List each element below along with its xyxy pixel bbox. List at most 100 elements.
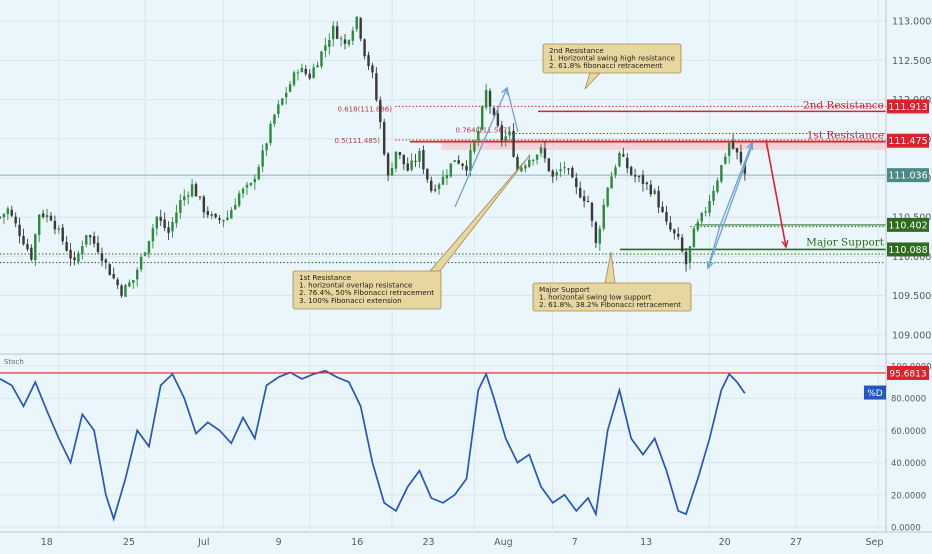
candle-body	[590, 202, 594, 221]
candle-body	[700, 212, 703, 222]
price-tag-box	[887, 168, 929, 183]
candle-body	[500, 125, 504, 141]
time-tick-label: 13	[640, 537, 652, 548]
candle-body	[281, 98, 284, 105]
stoch-tag-label: 95.6813	[889, 369, 926, 379]
stoch-d-tag: %D	[864, 385, 886, 400]
candle-body	[375, 73, 378, 100]
candle-body	[175, 212, 178, 224]
candle-body	[85, 235, 88, 245]
candle-body	[645, 182, 649, 185]
price-tag-box	[887, 242, 929, 257]
price-tag: 111.475	[887, 133, 929, 148]
price-tag-label: 110.402	[888, 220, 927, 231]
candle-body	[418, 150, 421, 162]
candle-body	[688, 246, 692, 263]
time-tick-label: 23	[422, 537, 434, 548]
candle-body	[339, 38, 343, 40]
candle-body	[14, 216, 17, 224]
candle-body	[398, 152, 402, 155]
red-forecast-arrow-head	[781, 240, 789, 249]
price-tag-box	[887, 133, 929, 148]
candle-body	[359, 18, 362, 39]
candle-body	[159, 216, 162, 221]
candle-body	[316, 65, 319, 68]
candle-body	[0, 216, 2, 218]
candle-body	[49, 215, 53, 221]
candle-body	[128, 282, 131, 287]
candle-body	[382, 122, 386, 155]
candle-body	[371, 65, 374, 73]
candle-body	[578, 187, 582, 198]
fib-label: 0.764(111.567)	[456, 127, 511, 135]
candle-body	[508, 131, 511, 136]
candle-body	[716, 180, 719, 192]
stoch-tick-label: 40.0000	[891, 459, 926, 469]
candle-body	[234, 204, 237, 210]
red-forecast-arrow	[765, 139, 787, 248]
blue-swing-arrow-2b	[719, 142, 753, 227]
candle-body	[273, 114, 276, 124]
stoch-title: Stoch	[4, 358, 24, 366]
candle-body	[567, 168, 570, 170]
candle-body	[551, 170, 554, 177]
candle-body	[241, 188, 245, 194]
candle-body	[480, 106, 484, 130]
candle-body	[606, 187, 609, 207]
candle-body	[547, 158, 551, 172]
candle-body	[379, 100, 382, 122]
trend-arrows	[454, 86, 789, 270]
price-tag-label: 111.913	[888, 102, 927, 113]
candle-body	[622, 154, 625, 157]
candle-body	[288, 84, 292, 92]
note-text-line: 1. Horizontal swing high resistance	[549, 54, 676, 63]
candle-body	[210, 214, 213, 217]
candle-body	[582, 196, 586, 202]
note-text-line: Major Support	[539, 285, 590, 294]
note-box	[542, 43, 682, 74]
note-text-line: 2nd Resistance	[549, 46, 604, 55]
time-tick-label: 7	[572, 537, 578, 548]
candle-body	[237, 193, 241, 206]
candle-body	[708, 200, 711, 213]
price-tag: 110.088	[887, 242, 929, 257]
candle-body	[10, 209, 13, 216]
candle-body	[41, 213, 45, 218]
candle-body	[296, 72, 300, 74]
blue-swing-arrow-1b	[506, 87, 519, 133]
note-box	[292, 270, 442, 310]
candle-body	[108, 264, 111, 276]
candle-body	[22, 236, 25, 245]
candle-body	[363, 39, 366, 57]
candle-body	[437, 184, 441, 190]
candle-body	[680, 237, 684, 252]
note-text-line: 1. horizontal overlap resistance	[299, 281, 413, 290]
candle-body	[179, 200, 182, 213]
candle-body	[629, 166, 633, 175]
candle-body	[292, 72, 296, 85]
candle-body	[261, 150, 264, 167]
candle-body	[135, 269, 139, 280]
candle-body	[332, 25, 335, 40]
candle-body	[696, 222, 700, 230]
candle-body	[284, 92, 288, 98]
candle-body	[414, 160, 417, 162]
time-tick-label: Sep	[866, 537, 884, 548]
candle-body	[186, 195, 190, 197]
candle-body	[116, 279, 119, 286]
price-tag-label: 110.088	[888, 245, 927, 256]
candle-body	[155, 216, 159, 229]
stoch-pane	[0, 369, 886, 522]
candle-body	[34, 234, 37, 260]
candle-body	[461, 163, 464, 166]
candle-body	[563, 167, 566, 169]
time-tick-label: Aug	[494, 537, 513, 548]
candle-body	[465, 165, 468, 171]
time-tick-label: 16	[351, 537, 363, 548]
candle-body	[96, 242, 100, 253]
candle-body	[18, 224, 21, 236]
